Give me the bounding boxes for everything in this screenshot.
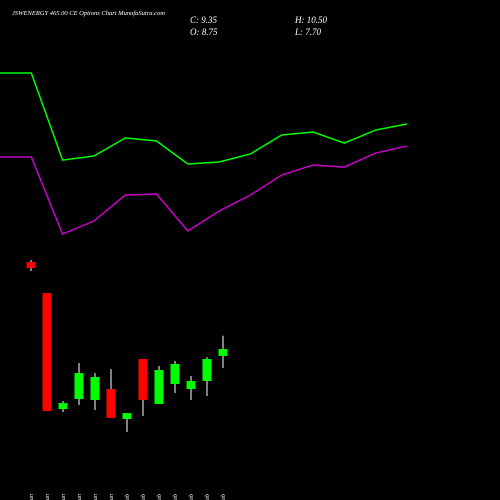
ohlc-low: L: 7.70 (294, 27, 322, 37)
candle-body (202, 359, 212, 381)
candle-body (122, 413, 132, 420)
indicator-line (0, 72, 408, 165)
x-tick-label: 06 Feb (189, 494, 195, 500)
x-tick-label: 01 Feb (125, 494, 131, 500)
x-tick-label: 07 Feb (205, 494, 211, 500)
ohlc-open: O: 8.75 (190, 27, 218, 37)
x-tick-label: 10 Feb (221, 494, 227, 500)
x-tick-label: 03 Feb (141, 494, 147, 500)
candle-body (218, 349, 228, 356)
x-tick-label: 23 Jan (29, 494, 35, 500)
candle-body (138, 359, 148, 400)
candle-body (90, 376, 100, 400)
x-tick-label: 31 Jan (109, 494, 115, 500)
candle-body (170, 363, 180, 384)
x-tick-label: 28 Jan (61, 494, 67, 500)
x-tick-label: 29 Jan (77, 494, 83, 500)
x-tick-label: 27 Jan (45, 494, 51, 500)
x-tick-label: 30 Jan (93, 494, 99, 500)
candle-body (26, 261, 36, 269)
candle-body (58, 403, 68, 410)
candle-body (186, 380, 196, 390)
x-tick-label: 05 Feb (173, 494, 179, 500)
candle-body (74, 373, 84, 400)
chart-title: JSWENERGY 465.00 CE Options Chart Munafa… (12, 10, 165, 17)
candle-body (106, 389, 116, 419)
candle-body (42, 293, 52, 412)
ohlc-high: H: 10.50 (294, 15, 327, 25)
ohlc-close: C: 9.35 (190, 15, 218, 25)
indicator-line (0, 145, 408, 236)
x-tick-label: 04 Feb (156, 494, 163, 500)
candle-body (154, 370, 164, 404)
